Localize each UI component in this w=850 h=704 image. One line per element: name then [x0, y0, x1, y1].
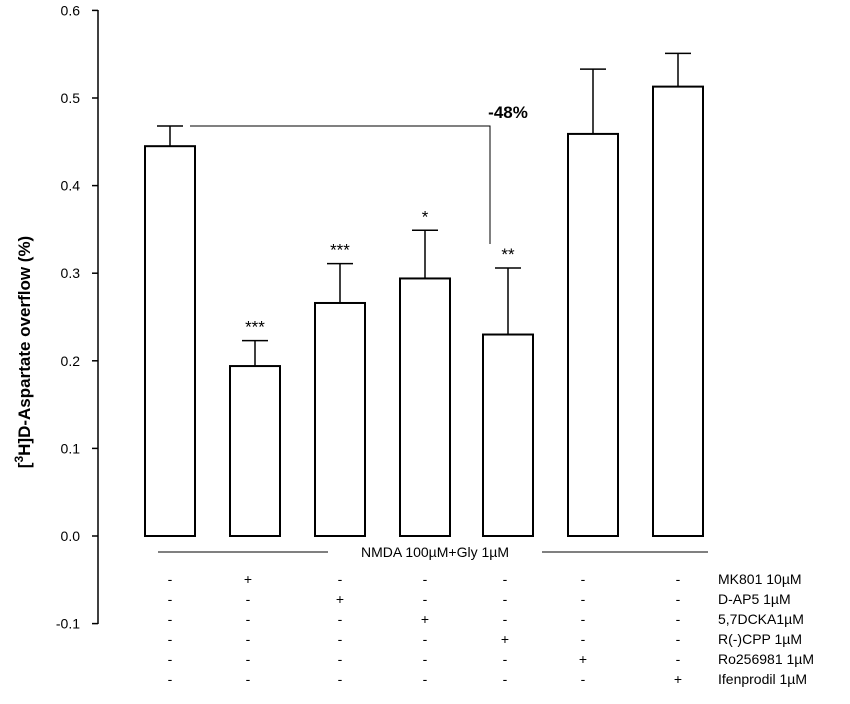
treatment-mark: -: [168, 631, 173, 647]
significance-label: ***: [330, 241, 350, 260]
y-axis-label-open: [: [15, 462, 34, 468]
significance-label: *: [422, 207, 429, 226]
treatment-label: R(-)CPP 1µM: [718, 631, 802, 647]
treatment-table: - + - - - - - MK801 10µM - - + - - - - D-AP5 1µM - - - + - - -…: [168, 571, 814, 687]
treatment-mark: -: [423, 671, 428, 687]
treatment-label: Ifenprodil 1µM: [718, 671, 807, 687]
treatment-mark: -: [338, 671, 343, 687]
treatment-mark: -: [503, 571, 508, 587]
treatment-mark: -: [246, 631, 251, 647]
treatment-mark: -: [581, 571, 586, 587]
treatment-mark: -: [676, 651, 681, 667]
treatment-mark: -: [246, 651, 251, 667]
bar: [314, 301, 366, 538]
treatment-mark: +: [674, 671, 682, 687]
y-tick-label: 0.6: [61, 2, 81, 18]
treatment-mark: +: [421, 611, 429, 627]
treatment-mark: -: [168, 671, 173, 687]
treatment-mark: -: [168, 591, 173, 607]
bars-group: [144, 85, 704, 538]
treatment-mark: -: [246, 611, 251, 627]
treatment-mark: -: [503, 591, 508, 607]
y-tick-label: 0.2: [61, 353, 81, 369]
treatment-label: D-AP5 1µM: [718, 591, 791, 607]
bar: [399, 277, 451, 537]
bar: [482, 333, 534, 537]
significance-label: **: [501, 245, 515, 264]
treatment-mark: -: [338, 611, 343, 627]
comparison-label: -48%: [488, 103, 528, 122]
treatment-mark: -: [676, 631, 681, 647]
treatment-mark: -: [423, 591, 428, 607]
y-axis-ticks: 0.6 0.5 0.4 0.3 0.2 0.1 0.0 -0.1: [56, 2, 98, 632]
y-tick-label: 0.4: [61, 178, 81, 194]
treatment-mark: -: [338, 571, 343, 587]
y-tick-label: -0.1: [56, 616, 80, 632]
treatment-mark: -: [168, 651, 173, 667]
treatment-mark: -: [503, 671, 508, 687]
bar: [229, 365, 281, 537]
y-tick-label: 0.0: [61, 528, 81, 544]
significance-group: *********: [245, 207, 515, 336]
treatment-mark: -: [581, 591, 586, 607]
treatment-mark: -: [581, 671, 586, 687]
treatment-mark: -: [168, 611, 173, 627]
comparison-bracket: [190, 125, 491, 244]
treatment-mark: -: [423, 571, 428, 587]
treatment-label: 5,7DCKA1µM: [718, 611, 804, 627]
treatment-mark: -: [246, 591, 251, 607]
y-axis-label-text: H]D-Aspartate overflow (%): [15, 236, 34, 456]
treatment-mark: -: [423, 631, 428, 647]
treatment-mark: -: [246, 671, 251, 687]
treatment-mark: -: [338, 651, 343, 667]
treatment-mark: -: [503, 651, 508, 667]
treatment-mark: -: [503, 611, 508, 627]
bar: [567, 132, 619, 538]
bar: [652, 85, 704, 537]
treatment-label: MK801 10µM: [718, 571, 802, 587]
error-bars-group: [157, 52, 691, 367]
y-axis-label: [3H]D-Aspartate overflow (%): [12, 236, 34, 468]
treatment-mark: -: [168, 571, 173, 587]
treatment-mark: -: [676, 611, 681, 627]
treatment-label: Ro256981 1µM: [718, 651, 814, 667]
treatment-mark: -: [581, 631, 586, 647]
baseline-label: NMDA 100µM+Gly 1µM: [361, 544, 509, 560]
treatment-mark: +: [579, 651, 587, 667]
treatment-mark: +: [501, 631, 509, 647]
y-tick-label: 0.5: [61, 90, 81, 106]
treatment-mark: -: [676, 571, 681, 587]
treatment-mark: +: [336, 591, 344, 607]
treatment-mark: -: [423, 651, 428, 667]
treatment-mark: -: [338, 631, 343, 647]
treatment-mark: +: [244, 571, 252, 587]
bar: [144, 145, 196, 537]
y-axis-label-superscript: 3: [12, 456, 26, 463]
y-tick-label: 0.1: [61, 440, 81, 456]
y-tick-label: 0.3: [61, 265, 81, 281]
treatment-mark: -: [581, 611, 586, 627]
treatment-mark: -: [676, 591, 681, 607]
significance-label: ***: [245, 318, 265, 337]
